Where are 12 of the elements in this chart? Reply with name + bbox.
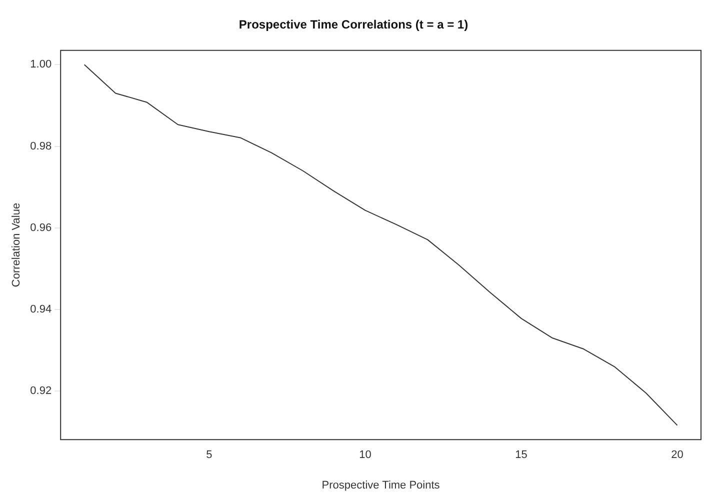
x-tick-label: 5 <box>206 449 212 462</box>
x-tick-label: 10 <box>359 449 372 462</box>
y-tick-label: 0.94 <box>30 303 52 316</box>
chart-title: Prospective Time Correlations (t = a = 1) <box>238 18 468 32</box>
x-tick-label: 20 <box>671 449 684 462</box>
y-tick-label: 0.96 <box>30 222 52 234</box>
x-axis-title: Prospective Time Points <box>322 479 440 492</box>
x-tick-label: 15 <box>515 449 528 462</box>
y-tick-label: 0.98 <box>30 140 52 152</box>
y-tick-label: 1.00 <box>30 58 52 71</box>
y-axis-title: Correlation Value <box>10 202 23 288</box>
y-tick-label: 0.92 <box>30 385 52 398</box>
